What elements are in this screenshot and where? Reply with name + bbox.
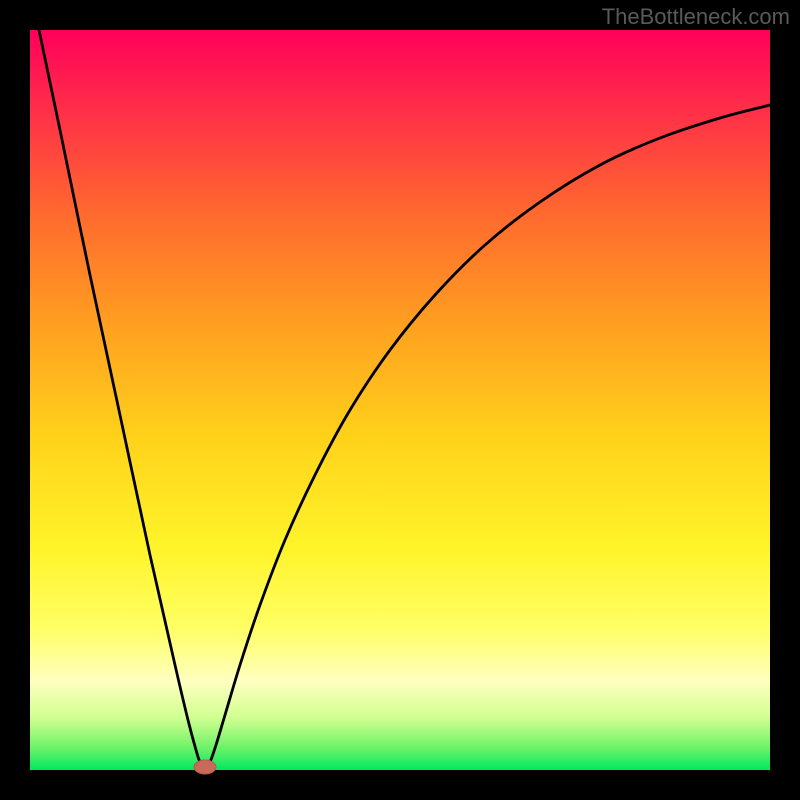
optimal-point-marker — [194, 760, 216, 774]
plot-background — [30, 30, 770, 770]
watermark-text: TheBottleneck.com — [602, 4, 790, 30]
chart-container: TheBottleneck.com — [0, 0, 800, 800]
bottleneck-chart — [0, 0, 800, 800]
